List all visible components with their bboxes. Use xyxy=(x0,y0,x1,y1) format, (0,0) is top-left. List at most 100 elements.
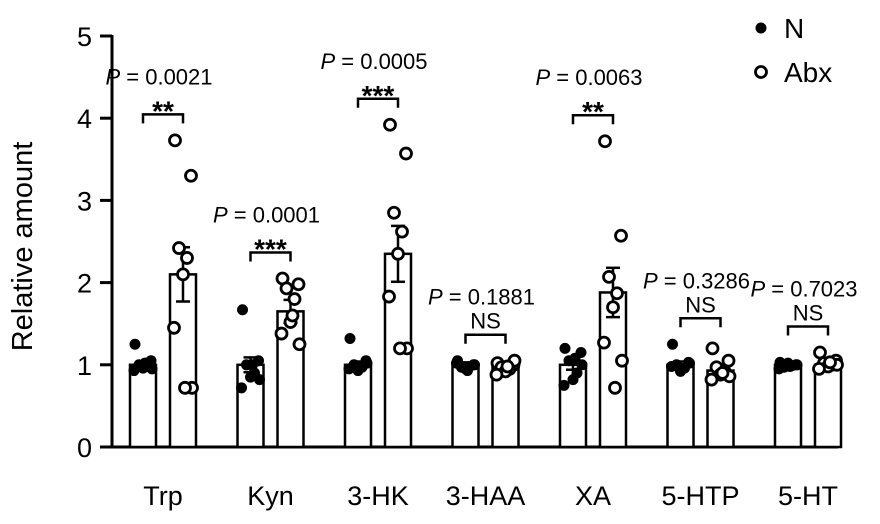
significance-bracket xyxy=(679,317,722,328)
significance-bracket xyxy=(786,325,830,336)
x-tick-labels: Trp Kyn 3-HK 3-HAA XA 5-HTP 5-HT xyxy=(143,481,838,511)
data-point-abx xyxy=(387,205,401,220)
significance-marker: NS xyxy=(685,292,716,317)
p-symbol: P xyxy=(320,49,335,74)
p-value: = 0.3286 xyxy=(658,268,750,293)
p-value-label: P = 0.0001 xyxy=(213,202,320,227)
data-point-abx xyxy=(602,269,616,284)
data-point-abx xyxy=(279,281,294,296)
x-tick-label: XA xyxy=(575,481,611,511)
y-tick-label: 2 xyxy=(77,269,92,299)
data-point-n xyxy=(354,360,366,372)
x-tick-label: Trp xyxy=(143,481,183,511)
data-point-n xyxy=(247,359,258,371)
bar-abx xyxy=(276,310,305,449)
data-point-n xyxy=(462,365,473,377)
x-tick-label: 3-HK xyxy=(347,481,409,511)
y-tick-label: 0 xyxy=(77,433,92,463)
data-point-abx xyxy=(178,380,192,395)
data-point-n xyxy=(451,357,462,369)
y-tick-label: 5 xyxy=(77,22,92,52)
data-point-abx xyxy=(180,251,194,265)
data-point-abx xyxy=(615,353,629,368)
data-point-n xyxy=(567,374,579,386)
y-tick-label: 4 xyxy=(77,104,92,134)
p-symbol: P xyxy=(428,285,443,310)
p-value-label: P = 0.1881 xyxy=(428,285,535,310)
significance-marker: ** xyxy=(582,96,604,127)
significance-marker: *** xyxy=(362,80,395,111)
data-point-n xyxy=(469,359,480,371)
data-point-n xyxy=(558,379,570,391)
data-point-abx xyxy=(704,372,719,387)
data-point-abx xyxy=(500,359,515,374)
p-value-label: P = 0.7023 xyxy=(750,276,857,301)
significance-bracket xyxy=(356,97,400,108)
p-symbol: P xyxy=(105,64,120,89)
significance-marker: ** xyxy=(152,95,174,126)
data-point-abx xyxy=(598,134,612,149)
p-value-label: P = 0.3286 xyxy=(643,268,750,293)
y-tick-label: 3 xyxy=(77,186,92,216)
data-point-abx xyxy=(823,355,837,370)
data-point-n xyxy=(773,363,785,375)
bars-group xyxy=(128,224,843,449)
data-point-abx xyxy=(399,146,413,161)
data-point-n xyxy=(569,352,581,364)
data-point-n xyxy=(667,338,678,350)
data-point-abx xyxy=(705,341,720,356)
p-value: = 0.0001 xyxy=(228,202,320,227)
p-value: = 0.7023 xyxy=(765,276,857,301)
data-point-abx xyxy=(608,380,622,395)
data-point-abx xyxy=(168,133,182,148)
data-point-abx xyxy=(715,366,730,380)
data-point-abx xyxy=(274,326,289,341)
data-point-abx xyxy=(382,289,396,304)
data-point-abx xyxy=(172,241,186,255)
p-value: = 0.0005 xyxy=(335,49,427,74)
data-point-abx xyxy=(285,308,300,323)
data-point-abx xyxy=(287,292,302,306)
significance-bracket xyxy=(249,251,292,262)
data-point-abx xyxy=(606,300,620,315)
bar-n xyxy=(451,363,480,449)
data-point-n xyxy=(139,357,151,369)
data-point-n xyxy=(784,360,796,372)
data-point-n xyxy=(237,304,248,316)
p-symbol: P xyxy=(535,65,550,90)
data-point-n xyxy=(666,360,677,372)
data-point-abx xyxy=(614,228,628,243)
significance-bracket xyxy=(141,113,185,124)
significance-marker: NS xyxy=(470,309,501,334)
p-symbol: P xyxy=(750,276,765,301)
data-point-n xyxy=(254,374,265,386)
data-point-n xyxy=(129,338,141,350)
x-tick-label: 5-HTP xyxy=(661,481,739,511)
y-tick-label: 1 xyxy=(77,351,92,381)
points-group xyxy=(128,117,844,395)
data-point-abx xyxy=(395,224,409,239)
bar-n xyxy=(666,363,695,449)
p-value: = 0.1881 xyxy=(443,285,535,310)
bar-n xyxy=(343,363,373,449)
data-point-n xyxy=(343,363,355,375)
y-axis-label: Relative amount xyxy=(7,142,39,352)
data-point-n xyxy=(344,332,356,344)
p-value-label: P = 0.0063 xyxy=(535,65,642,90)
data-point-abx xyxy=(292,337,307,352)
data-point-abx xyxy=(184,168,198,183)
data-point-n xyxy=(236,382,247,394)
data-point-n xyxy=(128,365,140,377)
data-point-abx xyxy=(291,277,306,292)
legend: N Abx xyxy=(754,13,832,88)
p-value-label: P = 0.0021 xyxy=(105,64,212,89)
data-point-abx xyxy=(812,362,826,376)
data-point-n xyxy=(146,363,158,375)
p-value-label: P = 0.0005 xyxy=(320,49,427,74)
y-axis: 0 1 2 3 4 5 Relative amount xyxy=(7,22,114,463)
legend-label: Abx xyxy=(784,57,832,88)
bar-abx xyxy=(813,363,843,449)
x-tick-label: Kyn xyxy=(247,481,294,511)
significance-marker: NS xyxy=(793,300,824,325)
